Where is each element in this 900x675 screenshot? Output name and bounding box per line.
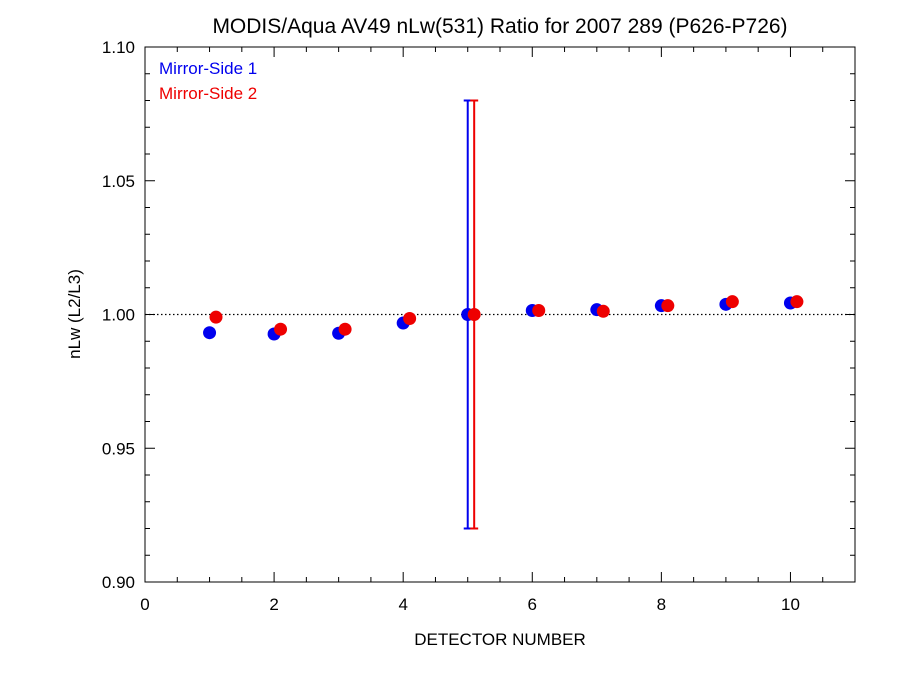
data-point-series-2: [403, 312, 417, 326]
y-tick-label: 1.05: [102, 172, 135, 191]
data-point-series-2: [790, 295, 804, 309]
x-tick-label: 10: [781, 595, 800, 614]
data-point-series-2: [725, 295, 739, 309]
x-tick-label: 6: [528, 595, 537, 614]
y-axis-title: nLw (L2/L3): [65, 269, 84, 359]
data-point-series-2: [532, 303, 546, 317]
data-point-series-2: [596, 304, 610, 318]
x-tick-label: 4: [398, 595, 407, 614]
data-point-series-2: [274, 322, 288, 336]
data-point-series-2: [338, 322, 352, 336]
y-tick-label: 1.10: [102, 38, 135, 57]
x-axis-title: DETECTOR NUMBER: [414, 630, 586, 649]
data-point-series-1: [203, 326, 217, 340]
x-tick-label: 0: [140, 595, 149, 614]
data-point-series-2: [467, 308, 481, 321]
plot-area: 0 2 4 6 8 10 0.90 0.95 1.00 1.05 1.10: [102, 38, 856, 614]
x-tick-label: 2: [269, 595, 278, 614]
x-tick-label: 8: [657, 595, 666, 614]
data-point-series-2: [661, 299, 675, 313]
plot-frame: [144, 46, 856, 583]
legend-entry-series-1: Mirror-Side 1: [159, 59, 257, 78]
data-point-series-2: [209, 310, 223, 324]
legend: Mirror-Side 1 Mirror-Side 2: [159, 59, 257, 103]
legend-entry-series-2: Mirror-Side 2: [159, 84, 257, 103]
y-tick-label: 1.00: [102, 306, 135, 325]
y-tick-label: 0.90: [102, 573, 135, 592]
y-tick-label: 0.95: [102, 439, 135, 458]
chart-title: MODIS/Aqua AV49 nLw(531) Ratio for 2007 …: [212, 15, 787, 38]
